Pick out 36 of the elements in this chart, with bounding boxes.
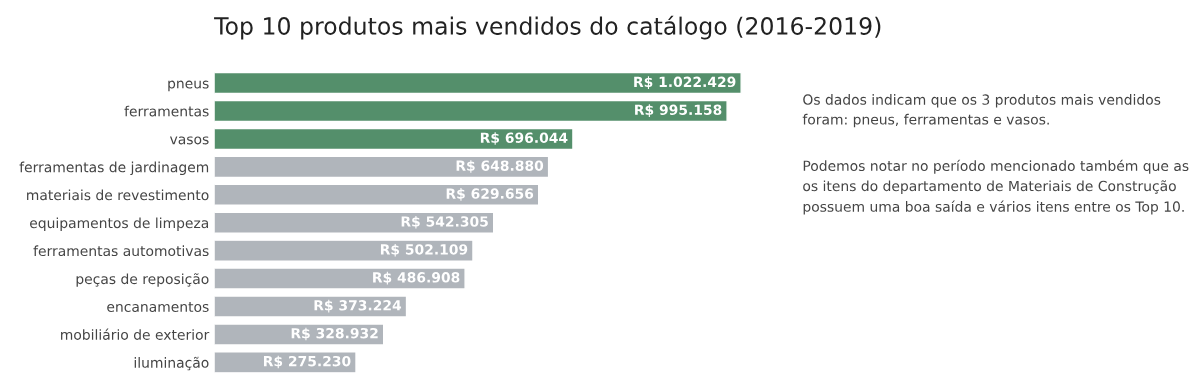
y-tick-label: encanamentos — [107, 302, 209, 312]
bar — [214, 155, 550, 179]
bar — [214, 99, 728, 123]
y-tick-label: ferramentas — [124, 105, 209, 117]
bar — [214, 127, 574, 151]
text: Os dados indicam que os 3 produtos mais vendidos foram: pneus, ferramentas e vasos. — [802, 94, 1161, 128]
data-label: R$ 629.656 — [446, 188, 534, 201]
y-tick-label: mobiliário de exterior — [61, 328, 210, 340]
bar — [214, 295, 408, 318]
y-tick-label: vasos — [169, 136, 209, 145]
data-label: R$ 648.880 — [456, 160, 544, 173]
data-label: R$ 696.044 — [480, 132, 568, 145]
y-tick-label: ferramentas de jardinagem — [19, 161, 209, 176]
data-label: R$ 275.230 — [264, 355, 351, 369]
data-label: R$ 486.908 — [373, 271, 460, 285]
data-label: R$ 502.109 — [380, 243, 468, 257]
text: Podemos notar no período mencionado também que as os itens do departamento de Materiais de Construção possuem uma boa saída e vários itens entre os Top 10. — [803, 159, 1189, 215]
y-tick-label: ferramentas automotivas — [33, 245, 209, 257]
bar — [214, 71, 742, 95]
bar — [214, 267, 466, 290]
y-tick-label: peças de reposição — [76, 273, 209, 287]
bar — [214, 183, 540, 206]
data-label: R$ 995.158 — [635, 104, 722, 117]
data-label: R$ 328.932 — [291, 327, 378, 341]
y-tick-label: equipamentos de limpeza — [30, 217, 209, 231]
bar — [214, 323, 385, 346]
data-label: R$ 542.305 — [401, 216, 488, 229]
y-tick-label: iluminação — [134, 356, 209, 371]
bar — [214, 351, 357, 374]
y-tick-label: pneus — [168, 80, 209, 92]
bar — [214, 211, 495, 234]
chart-title: Top 10 produtos mais vendidos do catálogo (2016-2019) — [214, 15, 881, 40]
y-tick-label: materiais de revestimento — [27, 189, 209, 201]
data-label: R$ 373.224 — [314, 299, 402, 313]
data-label: R$ 1.022.429 — [634, 76, 736, 89]
bar — [214, 239, 474, 262]
